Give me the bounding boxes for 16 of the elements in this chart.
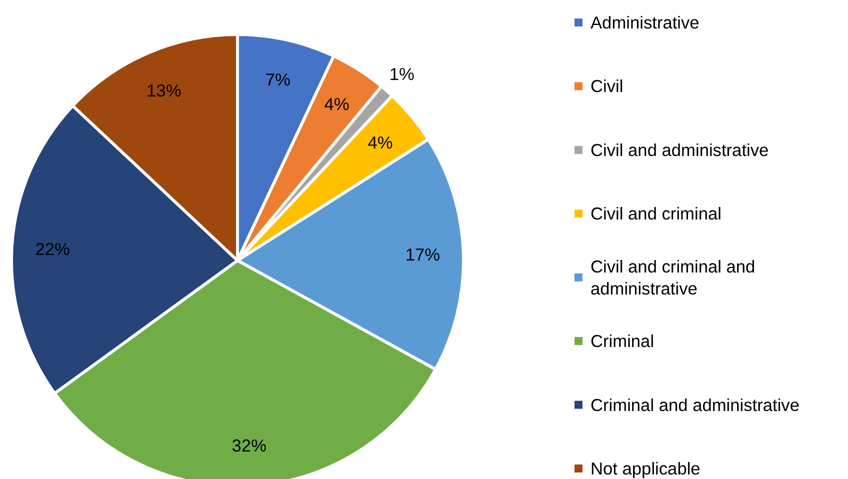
legend-label: Criminal and administrative — [590, 394, 800, 415]
data-label: 1% — [389, 64, 414, 84]
legend-label: Administrative — [590, 12, 700, 32]
legend-label: Civil and criminal — [590, 204, 722, 224]
legend-label: Civil and administrative — [590, 140, 769, 160]
data-label: 13% — [146, 80, 182, 100]
data-label: 4% — [324, 94, 350, 114]
data-label: 7% — [265, 70, 290, 90]
data-label: 32% — [232, 435, 266, 456]
data-label: 17% — [405, 244, 440, 265]
legend-label: Civil and criminal and administrative — [590, 256, 756, 298]
legend-label: Criminal — [590, 331, 654, 352]
data-label: 4% — [368, 132, 393, 152]
legend-label: Civil — [590, 76, 624, 96]
legend-label: Not applicable — [590, 458, 700, 478]
data-label: 22% — [35, 238, 70, 259]
